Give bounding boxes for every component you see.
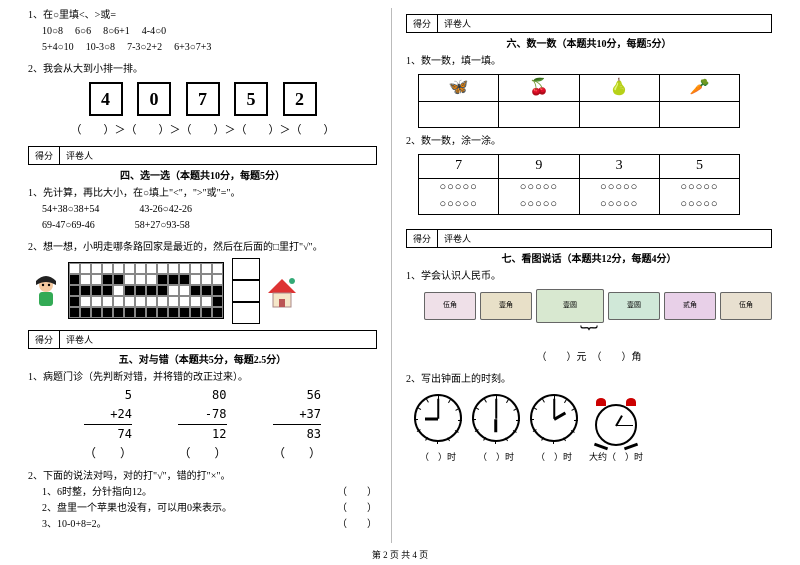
number-boxes: 4 0 7 5 2 (28, 82, 377, 116)
section-4-title: 四、选一选（本题共10分，每题5分） (28, 167, 377, 182)
cherries-icon: 🍒 (499, 75, 579, 102)
s5-q2: 2、下面的说法对吗，对的打"√"，错的打"×"。 1、6时整，分针指向12。（ … (28, 469, 377, 533)
column-divider (391, 8, 392, 543)
s4-q1: 1、先计算，再比大小，在○填上"<"，">"或"="。 54+38○38+54 … (28, 186, 377, 234)
choice-box[interactable] (232, 258, 260, 280)
num-box: 2 (283, 82, 317, 116)
s5-q1: 1、病题门诊（先判断对错，并将错的改正过来）。 5 +24 74 （ ） 80 … (28, 370, 377, 464)
banknote: 贰角 (664, 292, 716, 320)
left-column: 1、在○里填<、>或= 10○8 6○6 8○6+1 4-4○0 5+4○10 … (18, 8, 387, 543)
num-box: 7 (186, 82, 220, 116)
score-box-7: 得分 评卷人 (406, 229, 772, 248)
q1: 1、在○里填<、>或= 10○8 6○6 8○6+1 4-4○0 5+4○10 … (28, 8, 377, 56)
s6-q2: 2、数一数，涂一涂。 7 9 3 5 ○○○○○○○○○○ ○○○○○○○○○○… (406, 134, 772, 215)
alarm-clock-icon (588, 400, 644, 448)
q2: 2、我会从大到小排一排。 4 0 7 5 2 （ ）＞（ ）＞（ ）＞（ ）＞（… (28, 62, 377, 140)
butterfly-icon: 🦋 (419, 75, 499, 102)
pear-icon: 🍐 (579, 75, 659, 102)
add-problem: 56 +37 83 （ ） (273, 386, 321, 464)
tally-table: 7 9 3 5 ○○○○○○○○○○ ○○○○○○○○○○ ○○○○○○○○○○… (418, 154, 740, 215)
right-column: 得分 评卷人 六、数一数（本题共10分，每题5分） 1、数一数，填一填。 🦋 🍒… (396, 8, 782, 543)
q1-prompt: 1、在○里填<、>或= (28, 8, 377, 24)
add-problem: 80 -78 12 （ ） (178, 386, 226, 464)
clock-icon (530, 394, 578, 442)
section-6-title: 六、数一数（本题共10分，每题5分） (406, 35, 772, 50)
count-image-table: 🦋 🍒 🍐 🥕 (418, 74, 740, 128)
clocks-row: （ ）时 （ ）时 （ ）时 (414, 394, 772, 464)
money-sum-blank: （ ）元 （ ）角 (406, 350, 772, 366)
s7-q1: 1、学会认识人民币。 伍角 壹角 壹圆 壹圆 贰角 伍角 ︸ （ ）元 （ ）角 (406, 269, 772, 366)
money-bills: 伍角 壹角 壹圆 壹圆 贰角 伍角 (424, 289, 772, 323)
banknote: 伍角 (720, 292, 772, 320)
choice-box[interactable] (232, 302, 260, 324)
page-footer: 第 2 页 共 4 页 (0, 548, 800, 561)
score-box-6: 得分 评卷人 (406, 14, 772, 33)
banknote: 壹圆 (608, 292, 660, 320)
brace-icon: ︸ (406, 321, 772, 350)
score-box-5: 得分 评卷人 (28, 330, 377, 349)
worksheet-page: 1、在○里填<、>或= 10○8 6○6 8○6+1 4-4○0 5+4○10 … (0, 0, 800, 565)
boy-icon (28, 273, 64, 309)
clock-icon (414, 394, 462, 442)
add-problem: 5 +24 74 （ ） (84, 386, 132, 464)
num-box: 0 (137, 82, 171, 116)
q1-row1: 10○8 6○6 8○6+1 4-4○0 (42, 24, 377, 40)
choice-boxes (228, 258, 260, 324)
section-5-title: 五、对与错（本题共5分，每题2.5分） (28, 351, 377, 366)
q1-row2: 5+4○10 10-3○8 7-3○2+2 6+3○7+3 (42, 40, 377, 56)
banknote: 壹角 (480, 292, 532, 320)
q2-prompt: 2、我会从大到小排一排。 (28, 62, 377, 78)
s4-q2: 2、想一想，小明走哪条路回家是最近的，然后在后面的□里打"√"。 (28, 240, 377, 324)
s7-q2: 2、写出钟面上的时刻。 （ ）时 （ ）时 （ ）时 (406, 372, 772, 464)
banknote: 伍角 (424, 292, 476, 320)
carrot-icon: 🥕 (659, 75, 739, 102)
maze-grid (68, 262, 224, 319)
banknote: 壹圆 (536, 289, 604, 323)
s6-q1: 1、数一数，填一填。 🦋 🍒 🍐 🥕 (406, 54, 772, 128)
score-box-4: 得分 评卷人 (28, 146, 377, 165)
num-box: 5 (234, 82, 268, 116)
num-box: 4 (89, 82, 123, 116)
choice-box[interactable] (232, 280, 260, 302)
house-icon (264, 273, 300, 309)
clock-icon (472, 394, 520, 442)
order-blanks: （ ）＞（ ）＞（ ）＞（ ）＞（ ） (28, 122, 377, 140)
section-7-title: 七、看图说话（本题共12分，每题4分） (406, 250, 772, 265)
